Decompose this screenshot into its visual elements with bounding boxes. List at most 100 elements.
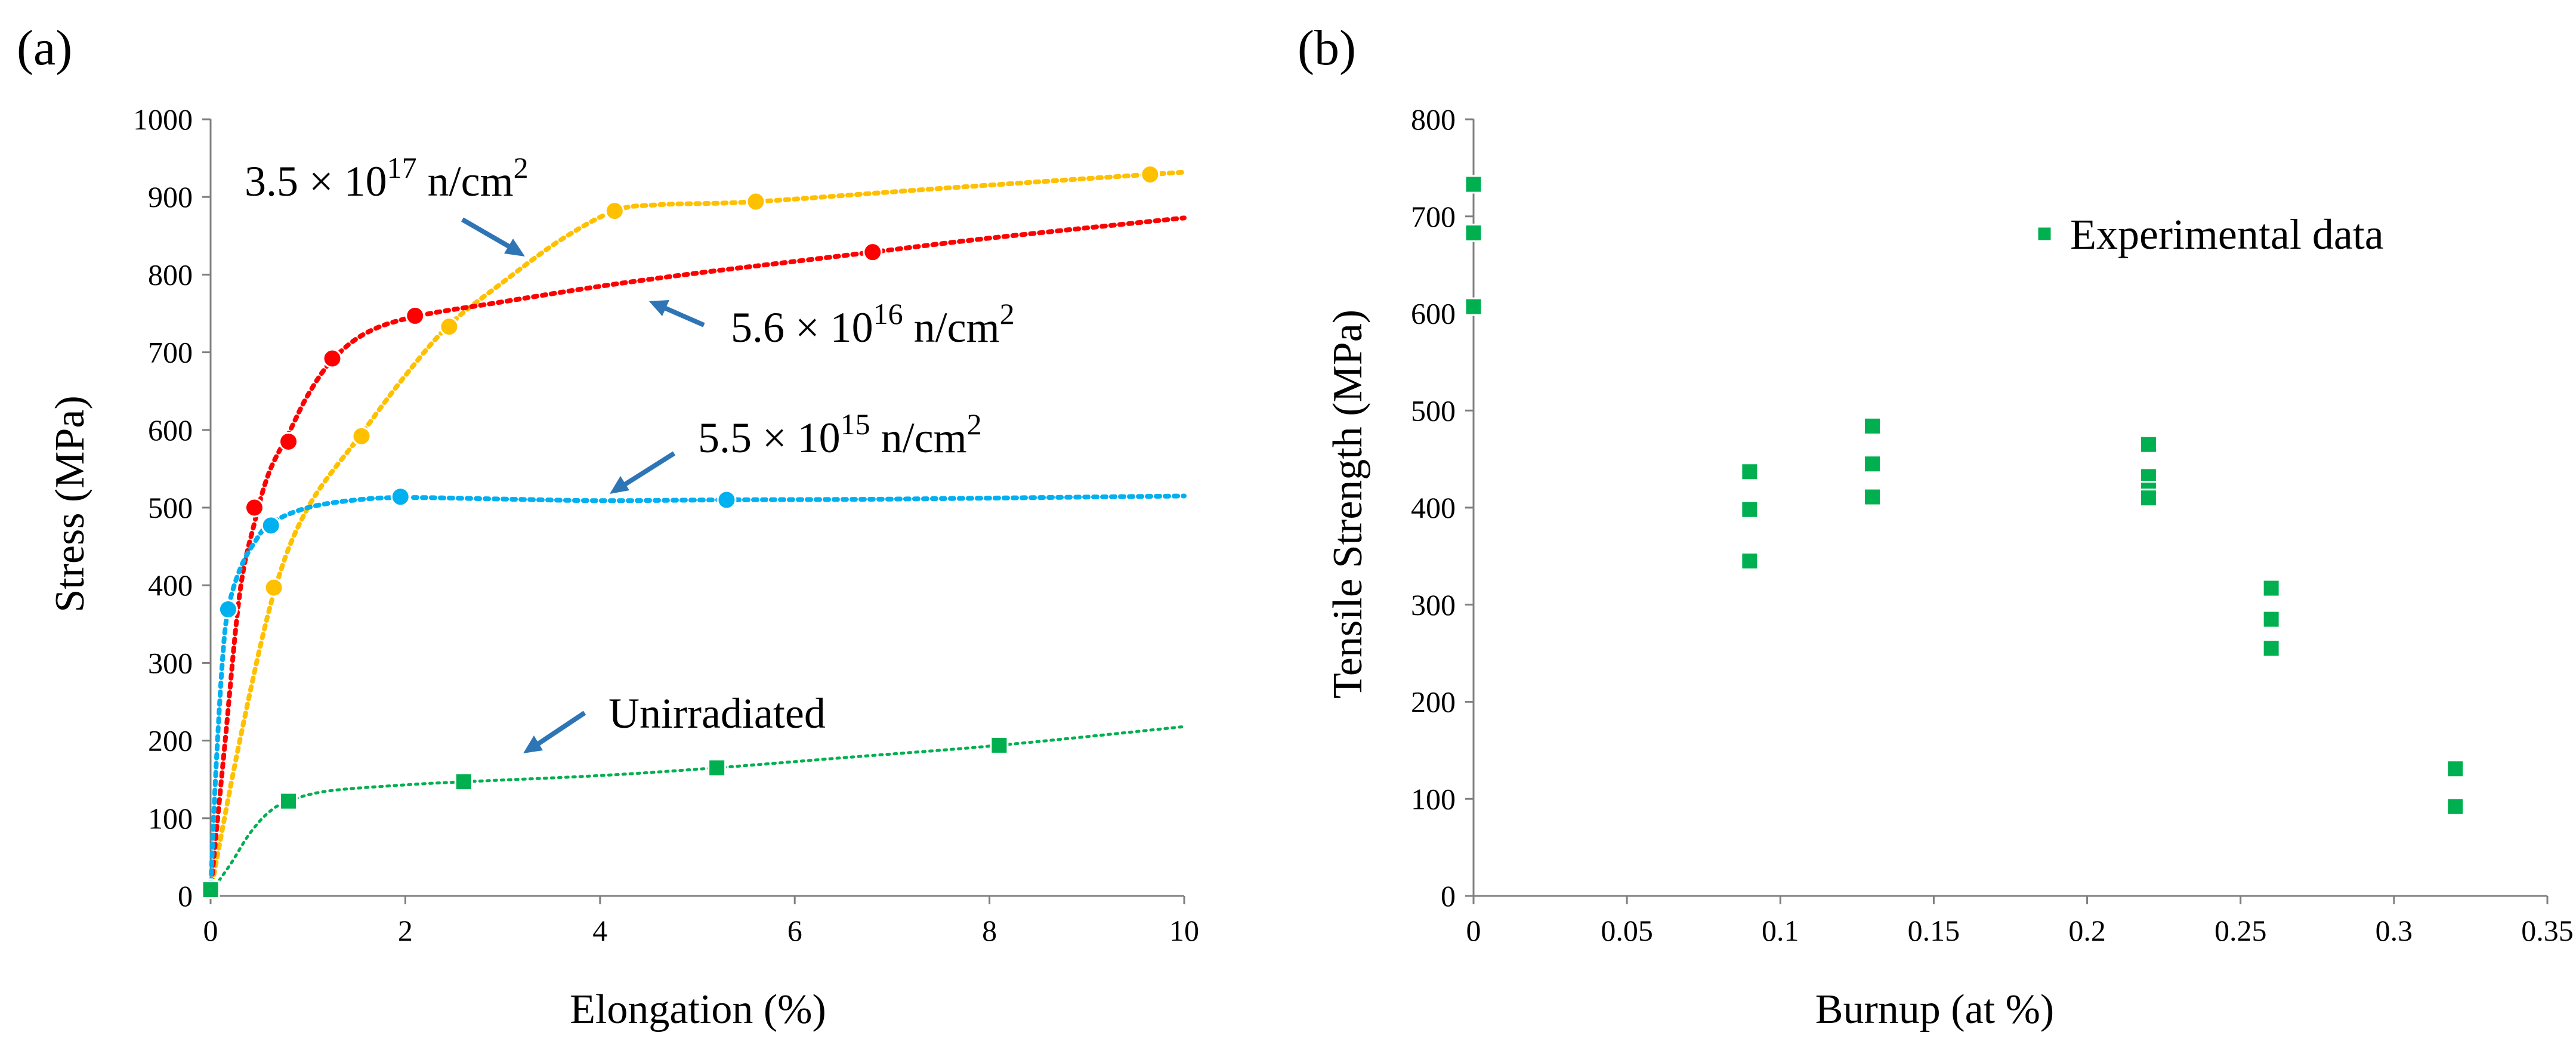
a-marker-s0-p3 — [439, 317, 459, 337]
a-marker-s0-p6 — [1140, 164, 1160, 184]
a-y-tick-label: 500 — [148, 491, 193, 524]
a-marker-s3-p4 — [990, 735, 1009, 755]
b-y-tick-label: 800 — [1411, 103, 1456, 136]
b-x-tick-label: 0.05 — [1601, 914, 1653, 947]
a-y-tick-label: 100 — [148, 802, 193, 835]
a-marker-s2-p2 — [261, 515, 281, 536]
panel-b: (b) 0 0.05 0.1 0.15 0.2 0.25 0.3 0.35 0 100 200 300… — [1298, 20, 2574, 1033]
a-marker-s2-p1 — [218, 599, 238, 620]
a-x-tick-label: 4 — [592, 914, 607, 947]
b-x-tick-label: 0.3 — [2376, 914, 2413, 947]
arrowhead-56e16 — [649, 300, 669, 316]
b-marker-s0-p17 — [2446, 797, 2465, 816]
b-marker-s0-p6 — [1863, 416, 1882, 435]
panel-a-markers — [200, 164, 1160, 900]
b-marker-s0-p3 — [1740, 462, 1759, 481]
a-y-tick-label: 900 — [148, 180, 193, 214]
annotation-55e15: 5.5 × 1015 n/cm2 — [698, 407, 982, 462]
b-y-tick-label: 500 — [1411, 394, 1456, 427]
a-x-tick-label: 8 — [982, 914, 997, 947]
b-x-tick-label: 0.25 — [2214, 914, 2267, 947]
b-marker-s0-p8 — [1863, 487, 1882, 506]
a-y-tick-label: 400 — [148, 568, 193, 602]
arrowhead-55e15 — [610, 476, 629, 494]
b-marker-s0-p14 — [2262, 610, 2281, 629]
b-marker-s0-p2 — [1464, 297, 1483, 316]
a-x-tick-label: 10 — [1169, 914, 1199, 947]
panel-b-ylabel: Tensile Strength (MPa) — [1325, 310, 1371, 698]
a-marker-s3-p2 — [454, 772, 473, 792]
a-y-tick-label: 0 — [178, 879, 193, 913]
a-marker-s3-p3 — [708, 758, 727, 777]
a-x-tick-label: 2 — [398, 914, 413, 947]
arrow-55e15 — [616, 451, 676, 492]
a-y-tick-label: 800 — [148, 258, 193, 291]
b-x-tick-label: 0.15 — [1908, 914, 1960, 947]
b-marker-s0-p4 — [1740, 500, 1759, 519]
a-marker-s0-p2 — [351, 426, 372, 446]
panel-b-label: (b) — [1298, 20, 1356, 76]
b-marker-s0-p9 — [2139, 435, 2158, 454]
panel-a-ylabel: Stress (MPa) — [47, 395, 93, 613]
panel-a-annotations: 3.5 × 1017 n/cm2 5.6 × 1016 n/cm2 5.5 × … — [245, 151, 1015, 753]
panel-b-legend: Experimental data — [2036, 211, 2384, 258]
b-x-tick-label: 0 — [1466, 914, 1481, 947]
a-marker-s2-p3 — [390, 487, 410, 507]
b-marker-s0-p1 — [1464, 223, 1483, 242]
annotation-35e17: 3.5 × 1017 n/cm2 — [245, 151, 529, 205]
a-marker-s0-p4 — [604, 201, 625, 221]
b-marker-s0-p0 — [1464, 175, 1483, 194]
a-marker-s1-p5 — [863, 242, 883, 262]
b-marker-s0-p16 — [2446, 759, 2465, 778]
annotation-unirradiated: Unirradiated — [609, 690, 826, 737]
arrowhead-35e17 — [504, 239, 525, 256]
b-marker-s0-p7 — [1863, 455, 1882, 474]
panel-a: (a) 0 2 4 6 8 1001002003004005006007008009001… — [17, 20, 1199, 1033]
a-marker-s0-p5 — [746, 191, 766, 212]
a-marker-s1-p1 — [244, 497, 264, 518]
a-marker-s0-p1 — [264, 577, 284, 598]
a-x-tick-label: 6 — [787, 914, 802, 947]
b-y-tick-label: 400 — [1411, 491, 1456, 524]
a-marker-s1-p4 — [405, 305, 425, 326]
a-marker-s3-p0 — [201, 880, 220, 900]
b-marker-s0-p5 — [1740, 552, 1759, 571]
b-x-tick-label: 0.1 — [1762, 914, 1799, 947]
trendline-3 — [209, 725, 1186, 894]
b-marker-s0-p15 — [2262, 639, 2281, 658]
legend-label: Experimental data — [2070, 211, 2384, 258]
a-y-tick-label: 300 — [148, 646, 193, 679]
b-marker-s0-p12 — [2139, 489, 2158, 508]
b-y-tick-label: 600 — [1411, 297, 1456, 330]
panel-b-axes: 0 0.05 0.1 0.15 0.2 0.25 0.3 0.35 0 100 200 300 400 5… — [1411, 103, 2574, 947]
a-y-tick-label: 700 — [148, 336, 193, 369]
b-y-tick-label: 700 — [1411, 200, 1456, 233]
a-y-tick-label: 200 — [148, 724, 193, 758]
b-x-tick-label: 0.35 — [2521, 914, 2574, 947]
arrow-unirradiated — [529, 710, 586, 751]
trendline-0 — [208, 169, 1187, 895]
a-y-tick-label: 600 — [148, 413, 193, 447]
a-marker-s1-p2 — [279, 431, 299, 452]
annotation-arrows — [461, 217, 705, 753]
a-marker-s2-p4 — [716, 490, 737, 510]
legend-marker — [2036, 225, 2053, 242]
panel-b-xlabel: Burnup (at %) — [1815, 987, 2054, 1033]
annotation-56e16: 5.6 × 1016 n/cm2 — [731, 297, 1015, 351]
arrow-35e17 — [461, 217, 518, 253]
panel-a-label: (a) — [17, 20, 72, 76]
b-x-tick-label: 0.2 — [2068, 914, 2106, 947]
trendline-2 — [208, 493, 1187, 895]
a-x-tick-label: 0 — [203, 914, 218, 947]
b-y-tick-label: 200 — [1411, 685, 1456, 719]
b-y-tick-label: 0 — [1441, 879, 1456, 913]
panel-a-xlabel: Elongation (%) — [570, 987, 826, 1033]
a-marker-s3-p1 — [279, 792, 298, 811]
panel-b-markers — [1464, 175, 2465, 816]
a-y-tick-label: 1000 — [133, 103, 193, 136]
a-marker-s1-p3 — [322, 348, 342, 369]
